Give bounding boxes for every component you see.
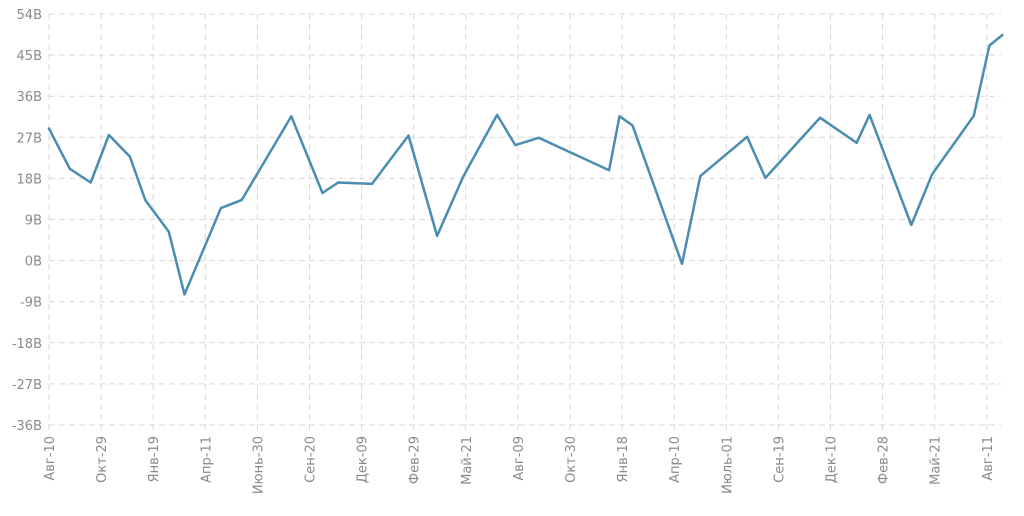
y-tick-label: 18B — [17, 172, 42, 187]
x-tick-label: Сен-19 — [772, 436, 787, 483]
x-tick-label: Июнь-30 — [251, 436, 266, 494]
y-tick-label: 0B — [25, 255, 42, 270]
series-line — [47, 33, 1004, 296]
x-tick-label: Май-21 — [929, 436, 944, 485]
x-grid — [48, 14, 988, 433]
x-tick-label: Янв-19 — [147, 436, 162, 482]
x-tick-label: Авг-10 — [43, 436, 58, 481]
x-tick-label: Авг-11 — [981, 436, 996, 481]
x-tick-label: Окт-29 — [95, 436, 110, 483]
x-tick-label: Апр-11 — [199, 436, 214, 483]
y-tick-label: -27B — [12, 378, 42, 393]
series-layer — [47, 33, 1004, 296]
x-tick-label: Сен-20 — [304, 436, 319, 483]
y-tick-label: -36B — [12, 419, 42, 434]
x-tick-label: Июль-01 — [720, 436, 735, 494]
x-tick-label: Фев-28 — [877, 436, 892, 484]
x-axis-labels: Авг-10 Окт-29 Янв-19 Апр-11 Июнь-30 Сен-20 Дек… — [43, 436, 996, 494]
x-tick-label: Апр-10 — [668, 436, 683, 483]
y-tick-label: 54B — [17, 8, 42, 23]
x-tick-label: Дек-10 — [825, 436, 840, 483]
y-tick-label: -9B — [20, 296, 42, 311]
x-tick-label: Май-21 — [460, 436, 475, 485]
y-tick-label: 36B — [17, 90, 42, 105]
y-grid — [49, 13, 1001, 426]
y-tick-label: 9B — [25, 214, 42, 229]
x-tick-label: Окт-30 — [564, 436, 579, 483]
x-tick-label: Авг-09 — [512, 436, 527, 481]
x-tick-label: Дек-09 — [356, 436, 371, 483]
y-axis-labels: 54B 45B 36B 27B 18B 9B 0B -9B -18B -27B -36B — [12, 8, 42, 434]
y-tick-label: 27B — [17, 131, 42, 146]
y-tick-label: -18B — [12, 337, 42, 352]
x-tick-label: Янв-18 — [616, 436, 631, 482]
y-tick-label: 45B — [17, 49, 42, 64]
x-tick-label: Фев-29 — [408, 436, 423, 484]
